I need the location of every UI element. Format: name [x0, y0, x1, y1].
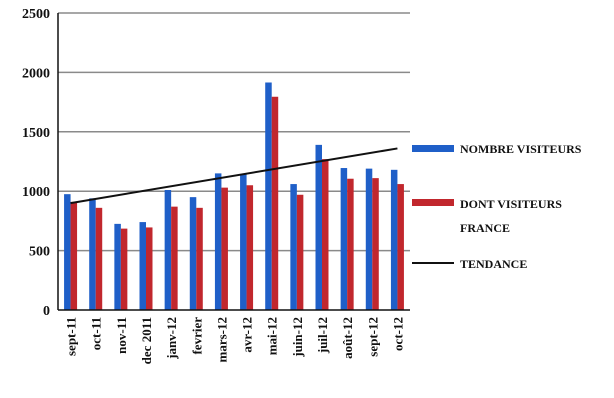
x-tick-label: juil-12	[315, 317, 330, 354]
x-tick-label: janv-12	[164, 317, 179, 360]
bar-france	[196, 207, 203, 310]
bar-france	[95, 207, 103, 310]
legend-label-france-line1: DONT VISITEURS	[460, 197, 562, 211]
bar-france	[271, 96, 279, 310]
bar-visitors	[189, 197, 197, 310]
bar-france	[221, 187, 228, 310]
trend-line-path	[70, 147, 398, 205]
bar-visitors	[139, 222, 146, 310]
legend-label-trend: TENDANCE	[460, 257, 527, 271]
trend-line	[70, 147, 398, 205]
axes	[57, 13, 410, 311]
bar-visitors	[114, 223, 121, 310]
bar-visitors	[240, 173, 247, 310]
bar-france	[372, 178, 379, 310]
x-tick-label: oct-11	[89, 317, 104, 350]
legend: NOMBRE VISITEURS DONT VISITEURS FRANCE T…	[412, 142, 582, 271]
bar-france	[347, 178, 354, 310]
x-tick-label: août-12	[340, 317, 355, 359]
y-tick-label: 2500	[22, 7, 50, 22]
bar-france	[120, 228, 128, 310]
x-tick-label: dec 2011	[139, 317, 154, 364]
gridlines	[58, 12, 410, 252]
x-tick-label: sept-12	[365, 317, 380, 357]
bar-visitors	[290, 184, 297, 310]
x-tick-label: oct-12	[390, 317, 405, 351]
legend-swatch-france	[412, 199, 454, 206]
x-tick-label: avr-12	[240, 317, 255, 353]
y-tick-label: 0	[43, 304, 50, 319]
bar-visitors	[89, 198, 96, 310]
x-tick-label: mars-12	[214, 317, 229, 363]
x-tick-label: juin-12	[290, 317, 305, 358]
y-tick-label: 500	[29, 245, 50, 260]
x-axis-ticks: sept-11 oct-11 nov-11 dec 2011 janv-12 fevrie…	[64, 317, 406, 365]
bar-visitors	[390, 169, 398, 310]
bar-france	[246, 185, 254, 310]
bar-france	[146, 227, 153, 310]
bar-france	[397, 184, 404, 310]
x-tick-label: mai-12	[265, 317, 280, 355]
bar-france	[322, 159, 329, 310]
legend-swatch-visitors	[412, 145, 454, 152]
bar-france	[171, 206, 178, 310]
y-axis-ticks: 0 500 1000 1500 2000 2500	[22, 7, 50, 319]
bar-visitors	[365, 168, 373, 310]
legend-label-france-line2: FRANCE	[460, 221, 510, 235]
bar-visitors	[164, 190, 172, 310]
bar-visitors	[265, 82, 272, 310]
bar-visitors	[64, 194, 71, 310]
legend-label-visitors: NOMBRE VISITEURS	[460, 142, 582, 156]
y-tick-label: 1500	[22, 126, 50, 141]
x-tick-label: nov-11	[114, 317, 129, 354]
bar-france	[70, 201, 78, 310]
bar-visitors	[315, 144, 322, 310]
x-tick-label: sept-11	[64, 317, 79, 356]
y-tick-label: 1000	[22, 185, 50, 200]
bar-france	[296, 194, 304, 310]
x-tick-label: fevrier	[189, 317, 204, 355]
bar-visitors	[214, 173, 222, 310]
bar-visitors	[340, 168, 348, 310]
bars	[64, 82, 404, 310]
y-tick-label: 2000	[22, 66, 50, 81]
